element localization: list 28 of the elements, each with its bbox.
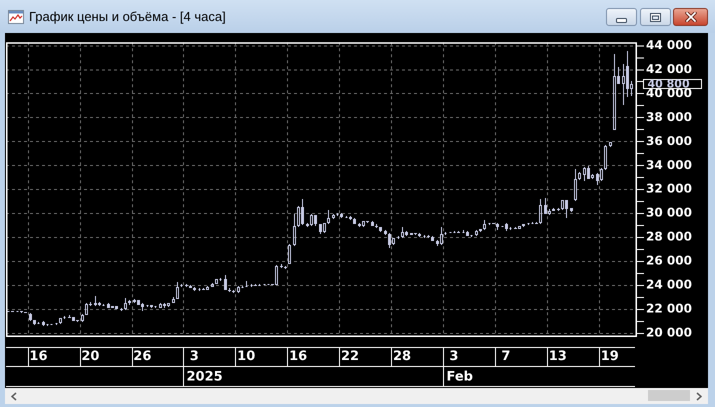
x-tick-label: 3 [449,349,458,364]
x-tick-label: 16 [29,349,48,364]
x-tick-label: 20 [81,349,100,364]
text: Feb [446,369,473,384]
y-tick-label: 36 000 [646,134,692,148]
text: 2025 [186,369,223,384]
y-tick-label: 42 000 [646,62,692,76]
x-tick-label: 13 [548,349,567,364]
text: 40 800 [648,77,690,90]
x-tick-label: 19 [600,349,619,364]
x-tick-label: 22 [341,349,360,364]
x-tick-label: 26 [133,349,152,364]
x-tick-label: 10 [237,349,256,364]
y-tick-label: 24 000 [646,278,692,292]
x-tick-label: 7 [501,349,510,364]
y-tick-label: 26 000 [646,254,692,268]
x-tick-label: 3 [190,349,199,364]
y-tick-label: 20 000 [646,326,692,340]
chart-title: График цены и объёма - [4 часа] [29,8,226,26]
y-tick-label: 22 000 [646,302,692,316]
y-tick-label: 30 000 [646,206,692,220]
y-tick-label: 32 000 [646,182,692,196]
y-tick-label: 34 000 [646,158,692,172]
y-tick-label: 44 000 [646,38,692,52]
x-tick-label: 28 [392,349,412,364]
y-tick-label: 28 000 [646,230,692,244]
y-tick-label: 38 000 [646,110,692,124]
x-tick-label: 16 [289,349,308,364]
